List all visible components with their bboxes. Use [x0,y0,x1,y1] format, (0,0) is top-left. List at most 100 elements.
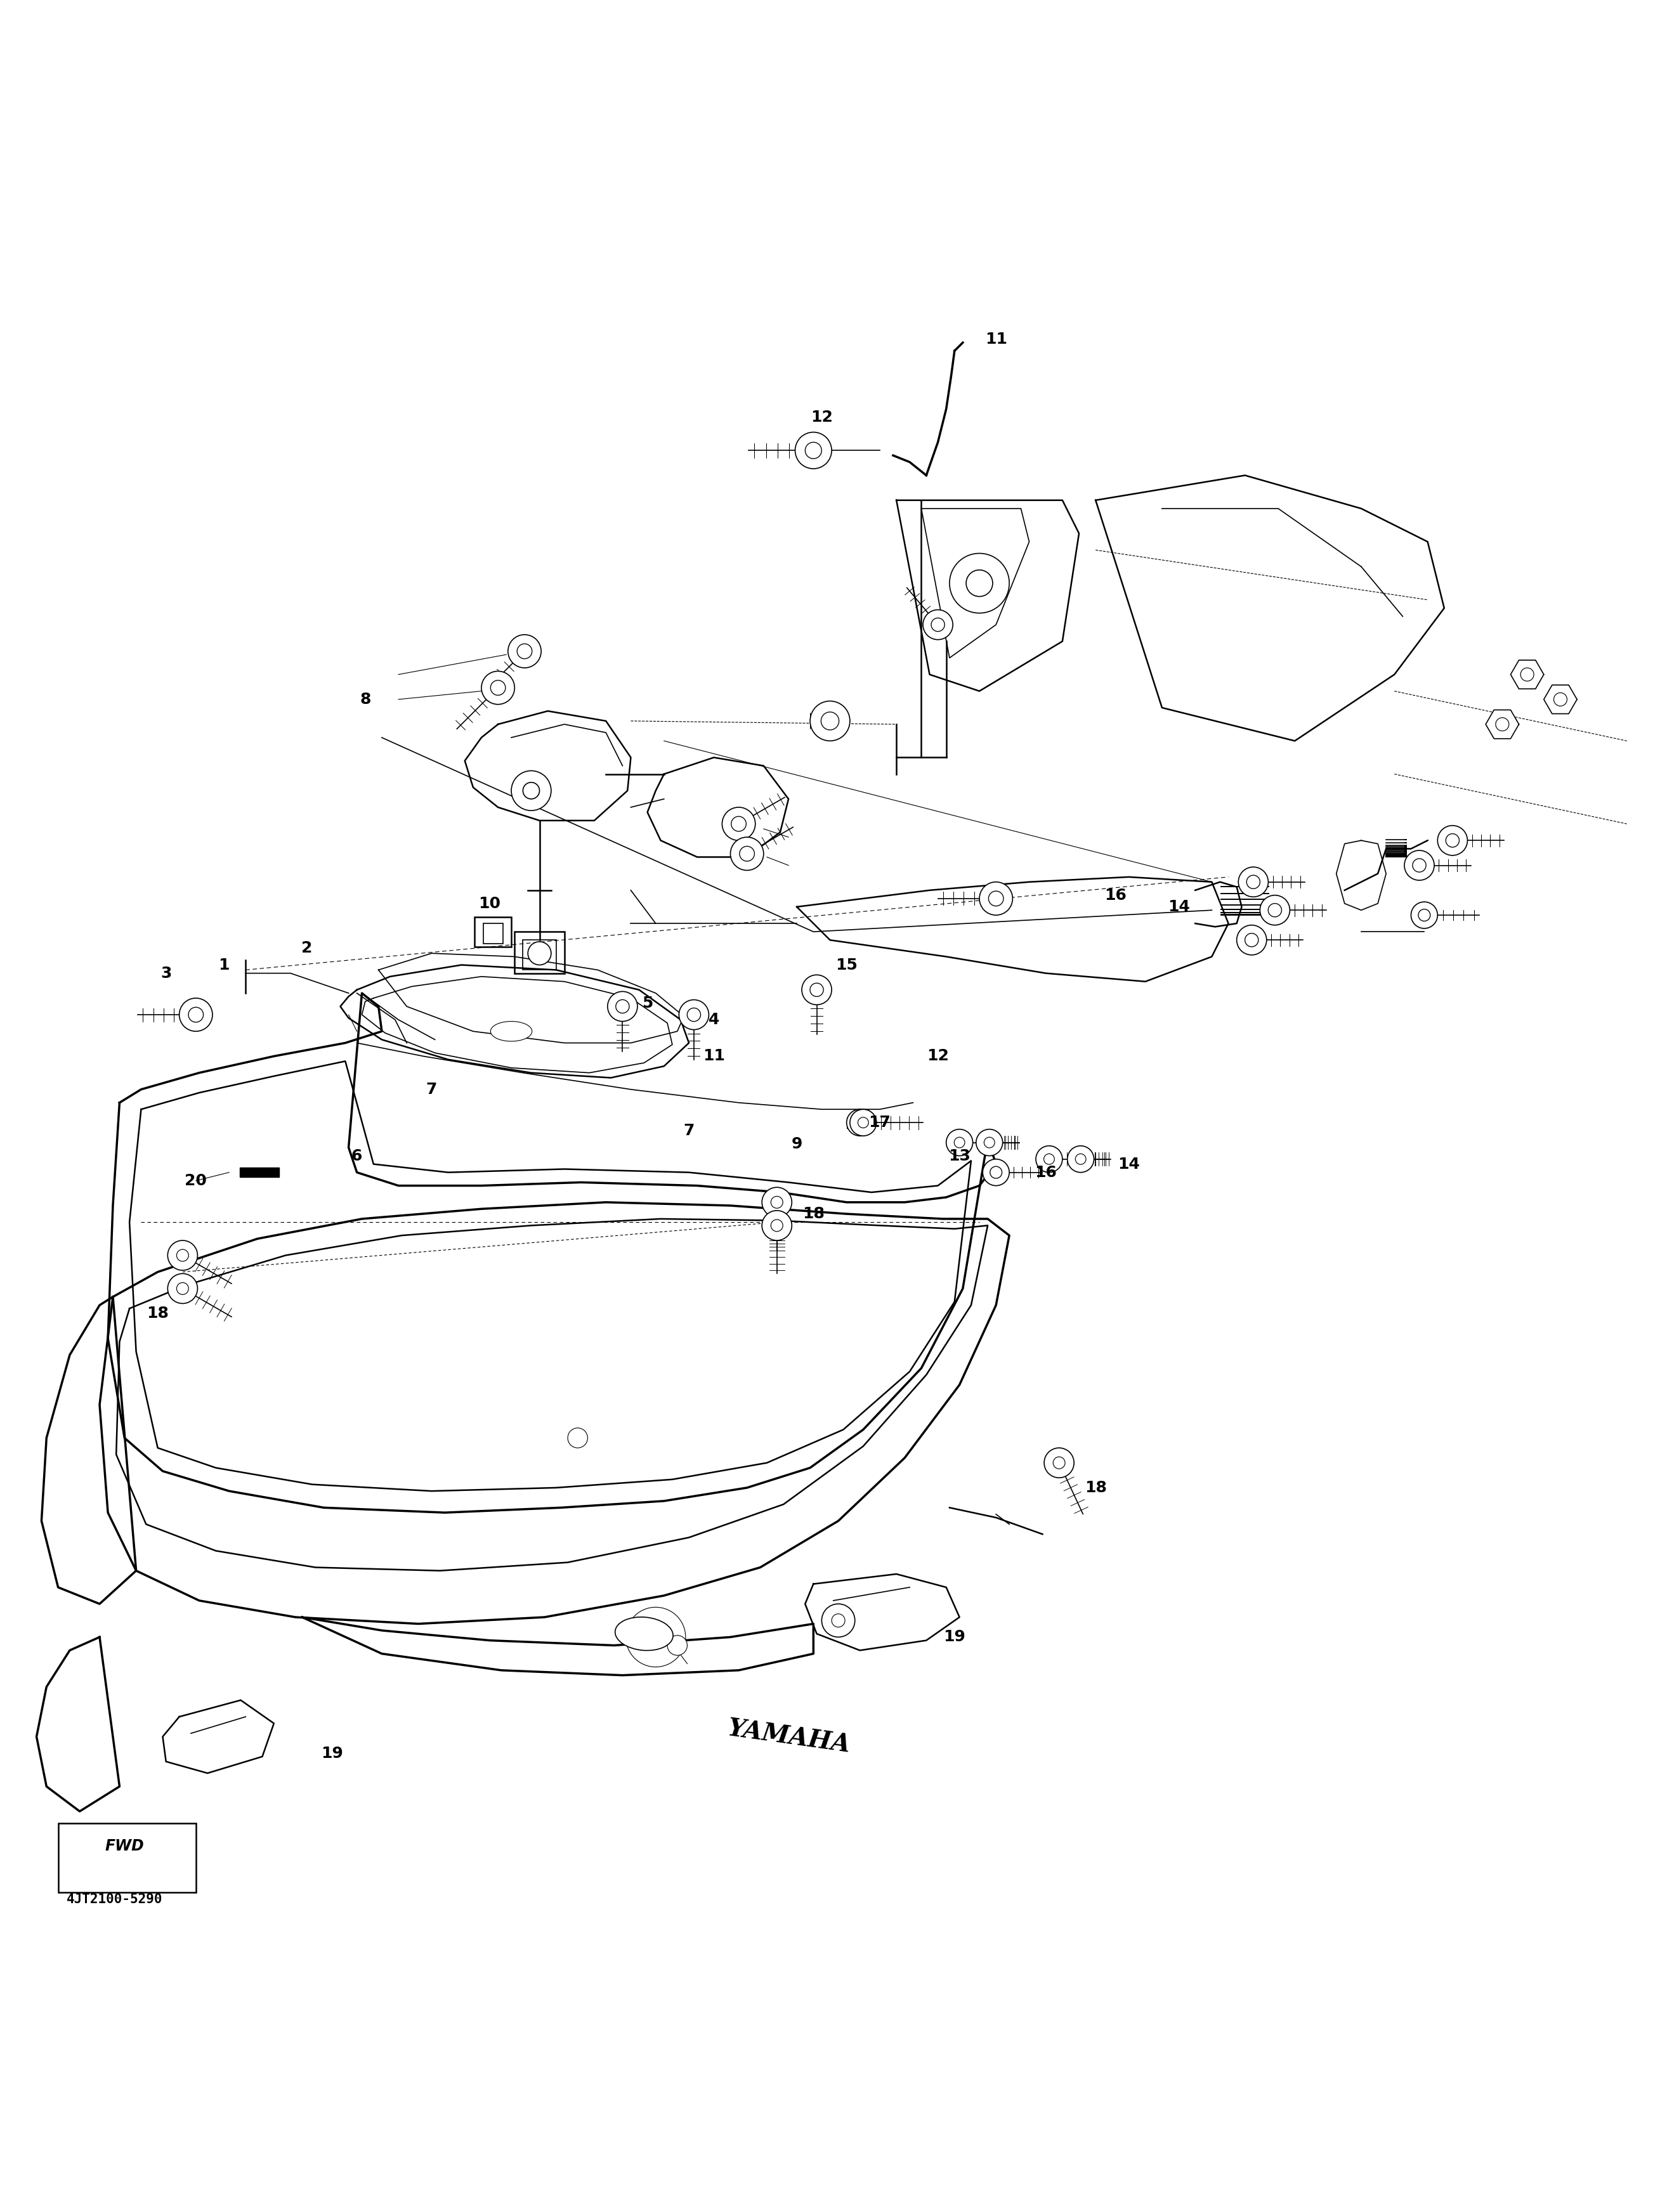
Circle shape [946,1130,973,1157]
Circle shape [523,783,540,799]
Text: 12: 12 [810,409,833,425]
Text: 4: 4 [709,1013,719,1026]
Text: 3: 3 [161,967,171,980]
Circle shape [528,942,551,964]
Circle shape [667,1635,687,1655]
Circle shape [1418,909,1431,920]
Circle shape [847,1110,873,1137]
Text: FWD: FWD [105,1838,144,1854]
Bar [483,922,503,942]
Circle shape [802,975,832,1004]
Circle shape [1446,834,1459,847]
Circle shape [1554,692,1567,706]
Circle shape [983,1159,1009,1186]
Circle shape [858,1117,868,1128]
Text: 14: 14 [1167,900,1190,914]
Circle shape [984,1137,994,1148]
Polygon shape [1544,686,1577,714]
Circle shape [1067,1146,1094,1172]
Text: 12: 12 [926,1048,950,1064]
Circle shape [822,1604,855,1637]
Text: 16: 16 [1034,1166,1057,1179]
Circle shape [770,1219,784,1232]
Circle shape [1268,902,1282,918]
Circle shape [1044,1449,1074,1478]
Circle shape [954,1137,964,1148]
Ellipse shape [616,1617,672,1650]
Circle shape [626,1608,686,1668]
Circle shape [516,644,531,659]
Circle shape [481,670,515,703]
Circle shape [722,807,755,841]
Circle shape [679,1000,709,1029]
Text: 4JT2100-5290: 4JT2100-5290 [66,1893,163,1907]
Circle shape [1411,902,1438,929]
Text: 18: 18 [1084,1480,1107,1495]
Circle shape [179,998,212,1031]
Polygon shape [1486,710,1519,739]
Circle shape [1413,858,1426,872]
Circle shape [1044,1155,1054,1164]
Circle shape [608,991,637,1022]
Circle shape [491,681,506,695]
Text: 13: 13 [948,1148,971,1164]
Circle shape [1496,717,1509,730]
Circle shape [740,847,754,860]
Text: YAMAHA: YAMAHA [241,1168,279,1177]
Bar [523,940,556,969]
Text: 11: 11 [702,1048,725,1064]
Circle shape [176,1283,189,1294]
Bar [475,916,511,947]
Text: YAMAHA: YAMAHA [725,1717,852,1756]
Text: 18: 18 [802,1206,825,1221]
Text: 17: 17 [868,1115,891,1130]
Circle shape [822,712,838,730]
Circle shape [976,1130,1003,1157]
Text: 8: 8 [360,692,370,708]
Circle shape [832,1615,845,1628]
Circle shape [511,770,551,810]
Text: 11: 11 [984,332,1008,347]
Text: 16: 16 [1104,887,1127,902]
Text: 7: 7 [427,1082,437,1097]
Circle shape [805,442,822,458]
Text: 6: 6 [352,1148,362,1164]
Circle shape [1052,1458,1066,1469]
Circle shape [931,617,945,630]
Circle shape [1245,933,1258,947]
Circle shape [850,1110,876,1137]
Text: 2: 2 [302,940,312,956]
Circle shape [1521,668,1534,681]
Circle shape [616,1000,629,1013]
Bar [515,931,564,973]
Ellipse shape [491,1022,531,1042]
Text: 19: 19 [320,1745,344,1761]
Polygon shape [1511,659,1544,688]
Text: 9: 9 [792,1137,802,1152]
Circle shape [762,1210,792,1241]
Circle shape [1404,849,1434,880]
Circle shape [989,1166,1003,1179]
Circle shape [508,635,541,668]
Circle shape [730,836,764,869]
Bar [58,1823,196,1893]
Circle shape [1237,925,1267,956]
Text: 19: 19 [943,1630,966,1646]
Circle shape [762,1188,792,1217]
Circle shape [1076,1155,1086,1164]
Circle shape [1247,876,1260,889]
Circle shape [168,1241,198,1270]
Circle shape [1260,896,1290,925]
Circle shape [168,1274,198,1303]
Text: 1: 1 [219,958,229,973]
Circle shape [568,1429,588,1449]
Circle shape [989,891,1003,907]
Text: 5: 5 [642,995,652,1011]
Text: 15: 15 [835,958,858,973]
Circle shape [795,431,832,469]
Text: 20: 20 [184,1172,208,1188]
Text: 18: 18 [146,1305,169,1321]
Circle shape [1238,867,1268,896]
Text: 14: 14 [1117,1157,1140,1172]
Circle shape [770,1197,784,1208]
